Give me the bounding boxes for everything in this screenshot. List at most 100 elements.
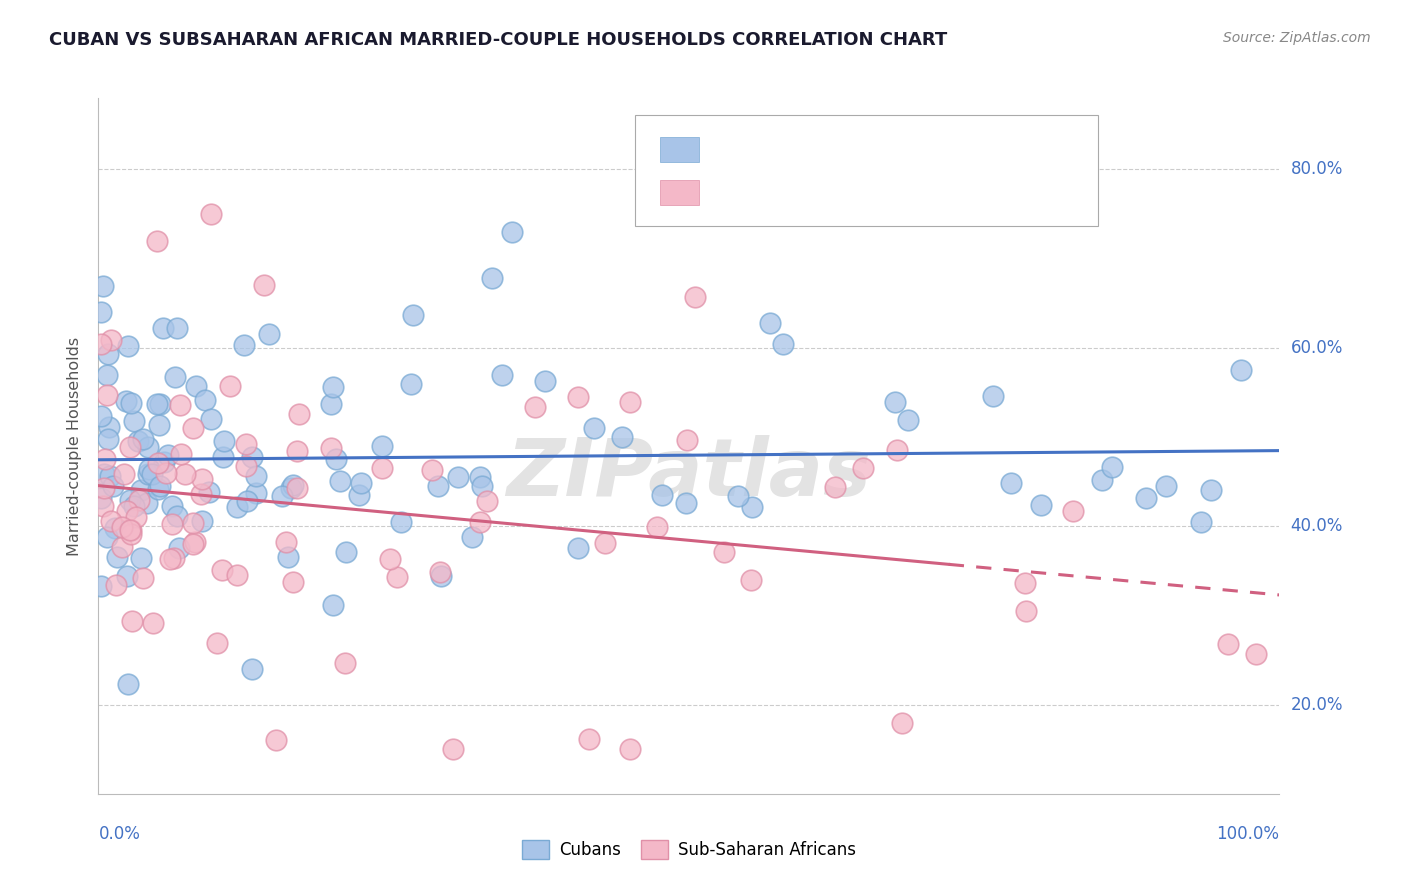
Point	[162, 499, 184, 513]
Point	[371, 439, 394, 453]
Point	[1015, 604, 1038, 618]
Point	[285, 481, 308, 495]
Point	[264, 733, 287, 747]
Point	[235, 459, 257, 474]
Point	[117, 568, 139, 582]
Point	[389, 515, 412, 529]
Point	[283, 478, 305, 492]
Point	[128, 493, 150, 508]
Point	[98, 419, 121, 434]
Point	[191, 514, 214, 528]
Point	[129, 551, 152, 566]
Point	[713, 545, 735, 559]
Point	[219, 379, 242, 393]
Point	[132, 571, 155, 585]
Point	[578, 732, 600, 747]
Point	[132, 432, 155, 446]
Text: 100.0%: 100.0%	[1216, 825, 1279, 843]
Point	[142, 615, 165, 630]
Point	[118, 523, 141, 537]
Text: N =: N =	[839, 141, 880, 159]
Point	[138, 462, 160, 476]
Point	[447, 470, 470, 484]
Point	[96, 388, 118, 402]
Point	[120, 396, 142, 410]
Point	[523, 401, 546, 415]
Text: 20.0%: 20.0%	[1291, 696, 1343, 714]
Point	[205, 636, 228, 650]
Point	[741, 500, 763, 515]
Point	[183, 535, 205, 549]
Point	[115, 504, 138, 518]
Point	[118, 440, 141, 454]
Point	[167, 541, 190, 556]
Point	[1189, 516, 1212, 530]
Point	[163, 550, 186, 565]
Point	[727, 489, 749, 503]
Point	[371, 461, 394, 475]
Point	[1014, 576, 1036, 591]
Point	[619, 742, 641, 756]
Point	[93, 467, 115, 481]
Point	[380, 551, 402, 566]
Point	[475, 494, 498, 508]
Point	[1091, 473, 1114, 487]
Point	[277, 550, 299, 565]
Point	[97, 347, 120, 361]
Point	[645, 520, 668, 534]
Point	[347, 488, 370, 502]
Point	[166, 508, 188, 523]
Point	[97, 432, 120, 446]
Point	[96, 530, 118, 544]
Point	[399, 376, 422, 391]
Point	[240, 662, 263, 676]
Point	[1101, 460, 1123, 475]
Point	[468, 515, 491, 529]
Point	[651, 488, 673, 502]
Point	[319, 397, 342, 411]
Point	[105, 550, 128, 565]
Text: -0.143: -0.143	[766, 184, 831, 202]
Point	[200, 207, 222, 221]
Y-axis label: Married-couple Households: Married-couple Households	[67, 336, 83, 556]
Text: 0.165: 0.165	[766, 141, 824, 159]
Point	[191, 472, 214, 486]
Point	[567, 541, 589, 555]
Point	[235, 436, 257, 450]
Point	[212, 434, 235, 448]
Point	[198, 485, 221, 500]
Point	[824, 480, 846, 494]
Point	[1029, 499, 1052, 513]
Point	[100, 333, 122, 347]
Point	[259, 326, 281, 341]
Point	[120, 523, 142, 537]
Point	[181, 516, 204, 530]
Point	[100, 514, 122, 528]
Point	[427, 479, 450, 493]
Point	[533, 374, 555, 388]
Point	[112, 467, 135, 481]
Point	[471, 478, 494, 492]
Point	[852, 461, 875, 475]
Point	[897, 413, 920, 427]
Point	[104, 521, 127, 535]
Point	[470, 470, 492, 484]
Point	[181, 537, 204, 551]
Point	[276, 535, 298, 549]
Point	[211, 563, 233, 577]
Point	[90, 337, 112, 351]
Point	[125, 509, 148, 524]
Point	[890, 715, 912, 730]
Point	[619, 394, 641, 409]
Text: R =: R =	[713, 141, 752, 159]
Point	[1062, 504, 1084, 518]
Point	[325, 452, 347, 467]
Point	[173, 467, 195, 481]
Point	[149, 397, 172, 411]
Point	[190, 487, 212, 501]
Point	[583, 421, 606, 435]
Point	[675, 434, 697, 448]
Point	[120, 493, 142, 508]
Text: 0.0%: 0.0%	[98, 825, 141, 843]
Point	[181, 421, 204, 435]
